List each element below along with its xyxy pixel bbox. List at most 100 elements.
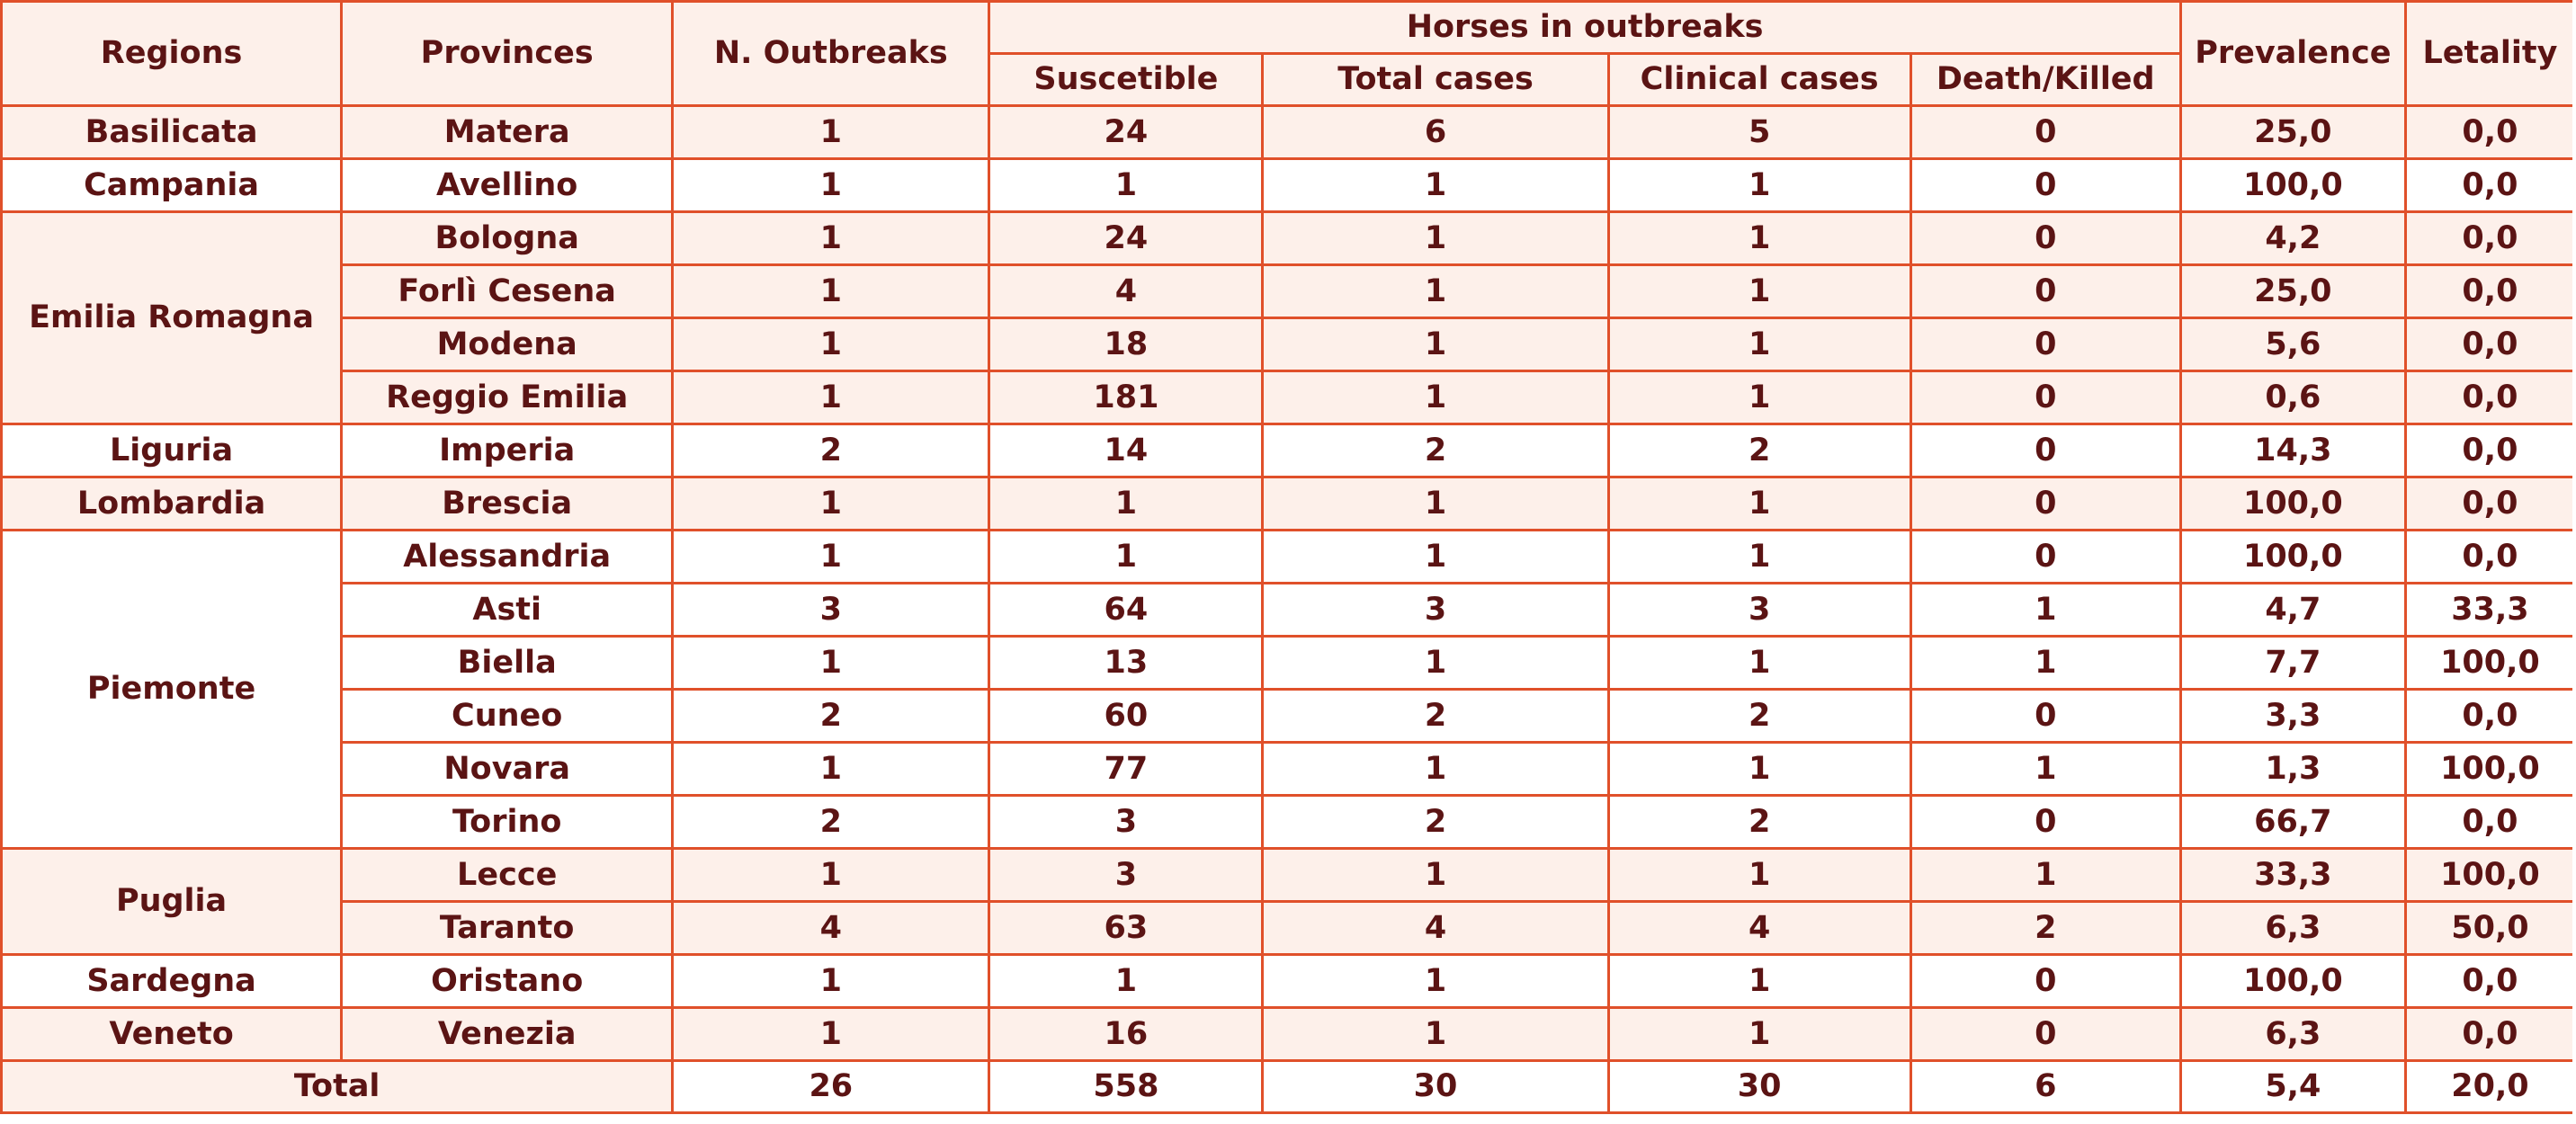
total-row: Total 26 558 30 30 6 5,4 20,0 bbox=[0, 1059, 2576, 1114]
clinical-cases-cell: 1 bbox=[1606, 263, 1912, 319]
total-total-cases: 30 bbox=[1261, 1059, 1610, 1114]
clinical-cases-cell: 1 bbox=[1606, 370, 1912, 425]
outbreaks-cell: 2 bbox=[671, 688, 991, 744]
province-cell: Venezia bbox=[340, 1006, 675, 1062]
clinical-cases-cell: 1 bbox=[1606, 741, 1912, 797]
prevalence-cell: 1,3 bbox=[2178, 741, 2407, 797]
table-row: Veneto Venezia 1 16 1 1 0 6,3 0,0 bbox=[0, 1006, 2576, 1062]
susceptible-cell: 24 bbox=[988, 104, 1265, 160]
table-row: Cuneo 2 60 2 2 0 3,3 0,0 bbox=[1, 688, 2576, 744]
susceptible-cell: 13 bbox=[988, 635, 1265, 691]
region-cell: Sardegna bbox=[0, 953, 344, 1009]
letality-cell: 0,0 bbox=[2403, 1006, 2576, 1062]
prevalence-cell: 25,0 bbox=[2178, 104, 2407, 160]
total-cases-cell: 1 bbox=[1261, 317, 1610, 372]
prevalence-cell: 14,3 bbox=[2178, 423, 2407, 478]
death-killed-cell: 0 bbox=[1909, 317, 2182, 372]
susceptible-cell: 16 bbox=[988, 1006, 1265, 1062]
region-cell: Piemonte bbox=[0, 529, 344, 850]
total-cases-cell: 1 bbox=[1261, 741, 1610, 797]
table-row: Sardegna Oristano 1 1 1 1 0 100,0 0,0 bbox=[0, 953, 2576, 1009]
table-body: Basilicata Matera 1 24 6 5 0 25,0 0,0 Campania Ave… bbox=[0, 104, 2576, 1062]
prevalence-cell: 6,3 bbox=[2178, 900, 2407, 956]
total-label: Total bbox=[0, 1059, 675, 1114]
susceptible-cell: 24 bbox=[988, 210, 1265, 266]
region-cell: Puglia bbox=[0, 847, 344, 956]
total-cases-cell: 1 bbox=[1261, 370, 1610, 425]
susceptible-cell: 18 bbox=[988, 317, 1265, 372]
header-outbreaks: N. Outbreaks bbox=[671, 0, 991, 107]
header-horses-in-outbreaks: Horses in outbreaks bbox=[988, 0, 2182, 55]
table-row: Lombardia Brescia 1 1 1 1 0 100,0 0,0 bbox=[0, 476, 2576, 531]
prevalence-cell: 33,3 bbox=[2178, 847, 2407, 903]
prevalence-cell: 100,0 bbox=[2178, 529, 2407, 584]
letality-cell: 0,0 bbox=[2403, 476, 2576, 531]
letality-cell: 33,3 bbox=[2403, 582, 2576, 638]
header-regions: Regions bbox=[0, 0, 344, 107]
letality-cell: 0,0 bbox=[2403, 688, 2576, 744]
table-row: Torino 2 3 2 2 0 66,7 0,0 bbox=[1, 794, 2576, 850]
susceptible-cell: 1 bbox=[988, 157, 1265, 213]
province-cell: Taranto bbox=[340, 900, 675, 956]
table-row: Forlì Cesena 1 4 1 1 0 25,0 0,0 bbox=[1, 263, 2576, 319]
death-killed-cell: 0 bbox=[1909, 688, 2182, 744]
province-cell: Modena bbox=[340, 317, 675, 372]
total-cases-cell: 1 bbox=[1261, 476, 1610, 531]
region-cell: Liguria bbox=[0, 423, 344, 478]
susceptible-cell: 77 bbox=[988, 741, 1265, 797]
prevalence-cell: 0,6 bbox=[2178, 370, 2407, 425]
total-cases-cell: 1 bbox=[1261, 210, 1610, 266]
province-cell: Asti bbox=[340, 582, 675, 638]
table-row: Reggio Emilia 1 181 1 1 0 0,6 0,0 bbox=[1, 370, 2576, 425]
clinical-cases-cell: 4 bbox=[1606, 900, 1912, 956]
outbreaks-cell: 2 bbox=[671, 423, 991, 478]
total-cases-cell: 4 bbox=[1261, 900, 1610, 956]
province-cell: Bologna bbox=[340, 210, 675, 266]
total-cases-cell: 2 bbox=[1261, 688, 1610, 744]
prevalence-cell: 100,0 bbox=[2178, 476, 2407, 531]
header-susceptible: Suscetible bbox=[988, 52, 1265, 107]
outbreaks-cell: 2 bbox=[671, 794, 991, 850]
table-row: Taranto 4 63 4 4 2 6,3 50,0 bbox=[1, 900, 2576, 956]
region-cell: Lombardia bbox=[0, 476, 344, 531]
prevalence-cell: 4,7 bbox=[2178, 582, 2407, 638]
letality-cell: 50,0 bbox=[2403, 900, 2576, 956]
susceptible-cell: 4 bbox=[988, 263, 1265, 319]
susceptible-cell: 63 bbox=[988, 900, 1265, 956]
total-cases-cell: 1 bbox=[1261, 263, 1610, 319]
header-clinical-cases: Clinical cases bbox=[1606, 52, 1912, 107]
region-cell: Emilia Romagna bbox=[0, 210, 344, 425]
prevalence-cell: 5,6 bbox=[2178, 317, 2407, 372]
province-cell: Lecce bbox=[340, 847, 675, 903]
susceptible-cell: 1 bbox=[988, 953, 1265, 1009]
region-cell: Basilicata bbox=[0, 104, 344, 160]
province-cell: Torino bbox=[340, 794, 675, 850]
total-cases-cell: 1 bbox=[1261, 1006, 1610, 1062]
table-row: Emilia Romagna Bologna 1 24 1 1 0 4,2 0,0 bbox=[0, 210, 2576, 425]
table-row: Asti 3 64 3 3 1 4,7 33,3 bbox=[1, 582, 2576, 638]
table-row: Puglia Lecce 1 3 1 1 1 33,3 100,0 bbox=[0, 847, 2576, 956]
table-row: Basilicata Matera 1 24 6 5 0 25,0 0,0 bbox=[0, 104, 2576, 160]
table-row: Campania Avellino 1 1 1 1 0 100,0 0,0 bbox=[0, 157, 2576, 213]
clinical-cases-cell: 1 bbox=[1606, 635, 1912, 691]
letality-cell: 0,0 bbox=[2403, 157, 2576, 213]
province-cell: Imperia bbox=[340, 423, 675, 478]
outbreaks-cell: 1 bbox=[671, 370, 991, 425]
total-prevalence: 5,4 bbox=[2178, 1059, 2407, 1114]
death-killed-cell: 0 bbox=[1909, 794, 2182, 850]
susceptible-cell: 1 bbox=[988, 476, 1265, 531]
clinical-cases-cell: 3 bbox=[1606, 582, 1912, 638]
death-killed-cell: 0 bbox=[1909, 1006, 2182, 1062]
province-cell: Brescia bbox=[340, 476, 675, 531]
clinical-cases-cell: 2 bbox=[1606, 688, 1912, 744]
death-killed-cell: 0 bbox=[1909, 953, 2182, 1009]
clinical-cases-cell: 2 bbox=[1606, 423, 1912, 478]
province-cell: Cuneo bbox=[340, 688, 675, 744]
total-outbreaks: 26 bbox=[671, 1059, 991, 1114]
province-cell: Biella bbox=[340, 635, 675, 691]
header-death-killed: Death/Killed bbox=[1909, 52, 2182, 107]
outbreaks-cell: 1 bbox=[671, 104, 991, 160]
death-killed-cell: 0 bbox=[1909, 529, 2182, 584]
total-cases-cell: 2 bbox=[1261, 423, 1610, 478]
